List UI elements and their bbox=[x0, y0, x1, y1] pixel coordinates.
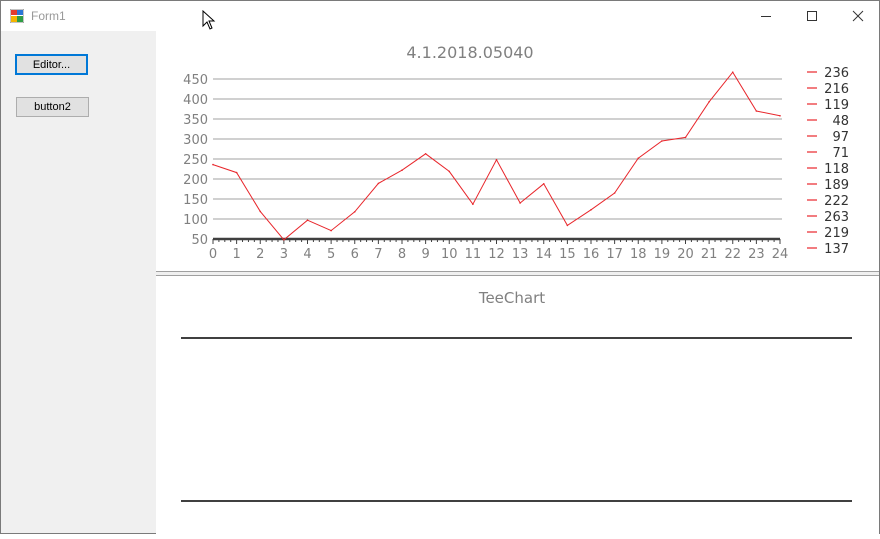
data-point bbox=[779, 115, 781, 117]
data-point bbox=[330, 229, 332, 232]
x-tick-label: 12 bbox=[488, 247, 505, 262]
close-button[interactable] bbox=[835, 1, 880, 31]
y-tick-label: 150 bbox=[183, 193, 208, 208]
x-tick-label: 0 bbox=[209, 247, 217, 262]
data-point bbox=[212, 163, 214, 166]
data-point bbox=[283, 239, 285, 241]
data-point bbox=[566, 224, 569, 227]
maximize-icon bbox=[807, 11, 817, 21]
x-tick-label: 20 bbox=[677, 247, 694, 262]
data-point bbox=[684, 136, 687, 139]
x-tick-label: 11 bbox=[465, 247, 482, 262]
x-tick-label: 10 bbox=[441, 247, 458, 262]
x-tick-label: 4 bbox=[303, 247, 311, 262]
x-tick-label: 21 bbox=[701, 247, 718, 262]
legend-entry: 236 bbox=[824, 66, 849, 81]
legend-entry: 189 bbox=[824, 178, 849, 193]
y-tick-label: 400 bbox=[183, 93, 208, 108]
minimize-button[interactable] bbox=[743, 1, 789, 31]
teechart-empty-chart[interactable]: TeeChart bbox=[156, 275, 879, 534]
series-line bbox=[212, 71, 781, 241]
x-tick-label: 14 bbox=[535, 247, 552, 262]
data-point bbox=[424, 153, 427, 155]
x-tick-label: 24 bbox=[772, 247, 789, 262]
legend-entry: 222 bbox=[824, 194, 849, 209]
data-point bbox=[637, 157, 640, 159]
legend-entry: 118 bbox=[824, 162, 849, 177]
y-tick-label: 450 bbox=[183, 73, 208, 88]
x-tick-label: 7 bbox=[374, 247, 382, 262]
button2-button[interactable]: button2 bbox=[16, 97, 89, 117]
x-tick-label: 22 bbox=[724, 247, 741, 262]
y-tick-label: 100 bbox=[183, 213, 208, 228]
y-tick-label: 300 bbox=[183, 133, 208, 148]
x-tick-label: 23 bbox=[748, 247, 765, 262]
data-point bbox=[708, 101, 710, 103]
data-point bbox=[731, 71, 734, 73]
empty-chart-svg: TeeChart bbox=[181, 289, 852, 502]
data-point bbox=[661, 140, 663, 142]
data-point bbox=[377, 182, 380, 185]
x-tick-label: 18 bbox=[630, 247, 647, 262]
data-point bbox=[590, 209, 592, 211]
y-tick-label: 50 bbox=[191, 233, 208, 248]
x-tick-label: 13 bbox=[512, 247, 529, 262]
chart-title: 4.1.2018.05040 bbox=[406, 43, 533, 62]
data-point bbox=[472, 203, 474, 205]
x-tick-label: 2 bbox=[256, 247, 264, 262]
data-point bbox=[448, 170, 451, 173]
data-point bbox=[519, 202, 521, 204]
data-point bbox=[542, 183, 545, 185]
legend-entry: 263 bbox=[824, 210, 849, 225]
y-tick-label: 350 bbox=[183, 113, 208, 128]
mouse-cursor-icon bbox=[202, 10, 216, 30]
x-tick-label: 17 bbox=[606, 247, 623, 262]
x-tick-label: 9 bbox=[421, 247, 429, 262]
x-tick-label: 16 bbox=[583, 247, 600, 262]
data-point bbox=[755, 110, 758, 112]
x-tick-label: 1 bbox=[232, 247, 240, 262]
form-client-area: Editor... button2 4.1.2018.05040 50 100 15… bbox=[1, 31, 879, 534]
maximize-button[interactable] bbox=[789, 1, 835, 31]
x-tick-label: 15 bbox=[559, 247, 576, 262]
data-point bbox=[259, 210, 262, 213]
data-point bbox=[353, 211, 356, 213]
chart-title: TeeChart bbox=[478, 289, 545, 307]
y-tick-label: 250 bbox=[183, 153, 208, 168]
data-point bbox=[306, 219, 309, 221]
legend-entry: 216 bbox=[824, 82, 849, 97]
data-point bbox=[235, 171, 238, 174]
x-tick-label: 3 bbox=[280, 247, 288, 262]
x-tick-label: 6 bbox=[351, 247, 359, 262]
legend-entry: 119 bbox=[824, 98, 849, 113]
legend-entry: 97 bbox=[832, 130, 849, 145]
app-icon bbox=[10, 9, 24, 23]
line-chart-svg: 4.1.2018.05040 5010015020025030035040045… bbox=[183, 43, 849, 262]
window-title: Form1 bbox=[31, 9, 66, 23]
editor-button[interactable]: Editor... bbox=[15, 54, 88, 75]
close-icon bbox=[852, 10, 864, 22]
data-point bbox=[613, 192, 616, 194]
teechart-line-chart[interactable]: 4.1.2018.05040 50 100 150 200 250 300 350 400 45… bbox=[156, 31, 879, 272]
y-tick-label: 200 bbox=[183, 173, 208, 188]
x-tick-label: 5 bbox=[327, 247, 335, 262]
legend-entry: 71 bbox=[832, 146, 849, 161]
title-bar[interactable]: Form1 bbox=[1, 1, 879, 31]
legend-entry: 48 bbox=[832, 114, 849, 129]
legend-entry: 219 bbox=[824, 226, 849, 241]
x-tick-label: 19 bbox=[654, 247, 671, 262]
legend-entry: 137 bbox=[824, 242, 849, 257]
data-point bbox=[401, 169, 403, 171]
data-point bbox=[495, 159, 498, 161]
minimize-icon bbox=[761, 16, 771, 17]
x-tick-label: 8 bbox=[398, 247, 406, 262]
